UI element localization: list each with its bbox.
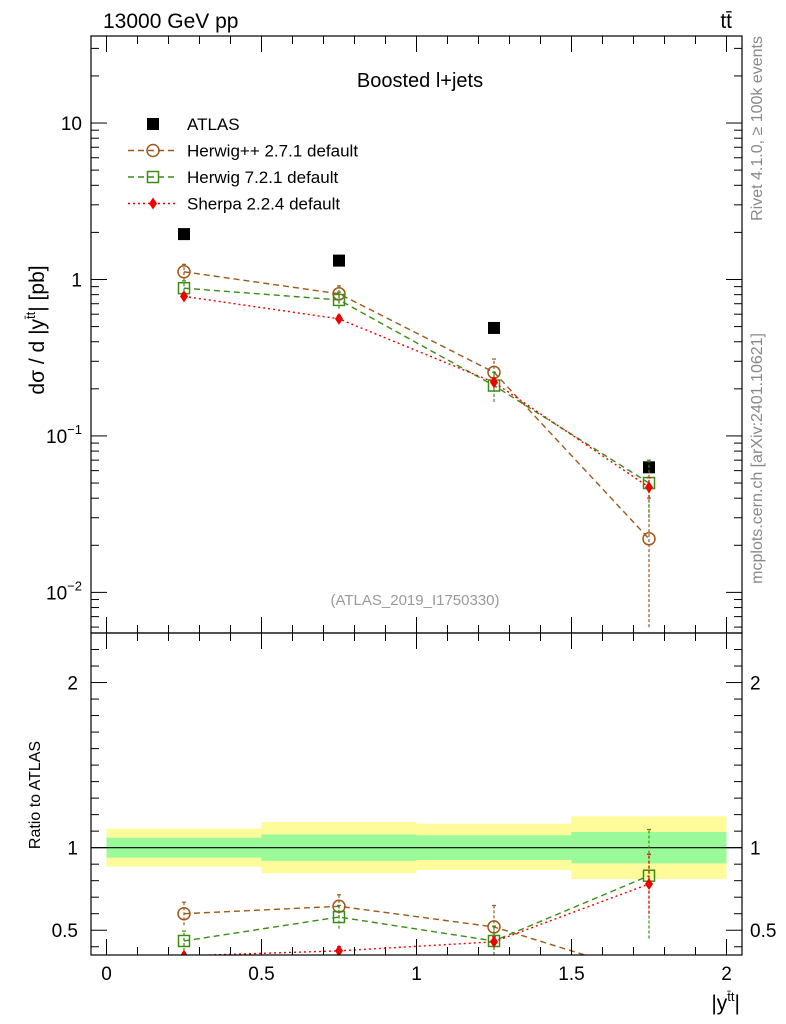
main-panel-series: [177, 228, 656, 628]
x-axis-label: |yt̄t|: [711, 989, 740, 1015]
y-tick-label-base: 10: [46, 427, 67, 448]
legend-marker: [147, 118, 159, 130]
y-axis-label-unit: | [pb]: [26, 265, 49, 311]
data-point: [642, 532, 656, 546]
y-tick-label-exponent: −1: [67, 422, 82, 437]
x-axis-label-end: |: [735, 992, 740, 1015]
series-herwig-2-7-1-default: [177, 894, 588, 955]
legend-item: ATLAS: [147, 115, 240, 134]
legend-marker: [146, 170, 160, 184]
y-tick-label: 10−1: [46, 422, 82, 448]
y-tick-label: 1: [71, 270, 82, 291]
legend-item: Sherpa 2.2.4 default: [128, 195, 340, 214]
legend-item: Herwig 7.2.1 default: [128, 168, 338, 187]
x-axis-label-sup: t̄t: [727, 989, 735, 1004]
data-point: [335, 312, 343, 325]
legend-marker: [146, 143, 160, 158]
ratio-y-axis-label: Ratio to ATLAS: [27, 741, 44, 849]
series-herwig-7-2-1-default: [177, 280, 656, 518]
ratio-panel-ticks: 0.5 0.5 1 1 2 2 0 0.5 1 1.5 2: [52, 632, 776, 985]
legend: ATLAS Herwig++ 2.7.1 default Herwig 7.2.1 …: [128, 115, 358, 214]
series-atlas: [178, 228, 655, 474]
x-tick-label: 2: [721, 964, 732, 985]
rivet-version-label: Rivet 4.1.0, ≥ 100k events: [749, 36, 766, 221]
data-point: [645, 481, 653, 494]
data-point: [180, 290, 188, 303]
legend-marker: [149, 197, 157, 210]
y-tick-label-base: 10: [46, 583, 67, 604]
header-energy-label: 13000 GeV pp: [103, 10, 238, 33]
data-point: [332, 293, 346, 307]
y-axis-label-text: dσ / d |y: [26, 318, 49, 394]
ratio-y-tick-label-right: 0.5: [750, 921, 776, 942]
y-axis-label-sup: t̄t: [23, 311, 38, 319]
data-point: [332, 910, 346, 924]
data-point: [178, 228, 190, 241]
ratio-y-tick-label: 0.5: [52, 921, 78, 942]
series-line: [183, 287, 650, 484]
data-point: [177, 934, 191, 948]
series-line: [183, 295, 650, 488]
y-tick-label-exponent: −2: [67, 578, 82, 593]
svg-text:dσ / d |yt̄t| [pb]: dσ / d |yt̄t| [pb]: [23, 265, 49, 394]
data-point: [490, 935, 498, 948]
series-herwig-2-7-1-default: [177, 263, 656, 628]
ratio-panel-frame: [90, 632, 743, 956]
header-process-label: tt̄: [720, 10, 732, 33]
main-y-axis-label: dσ / d |yt̄t| [pb]: [23, 265, 49, 394]
y-tick-label: 10−2: [46, 578, 82, 604]
series-line: [183, 875, 650, 942]
ratio-uncertainty-bands: [91, 816, 742, 880]
ratio-y-tick-label-right: 2: [750, 674, 761, 695]
data-point: [177, 906, 191, 921]
y-tick-label: 10: [61, 114, 82, 135]
ratio-y-tick-label: 2: [67, 674, 78, 695]
data-point: [645, 877, 653, 890]
series-line: [183, 271, 650, 540]
analysis-id-label: (ATLAS_2019_I1750330): [330, 592, 499, 609]
data-point: [488, 321, 500, 334]
x-tick-label: 1.5: [558, 964, 584, 985]
ratio-y-tick-label: 1: [67, 839, 78, 860]
series-sherpa-2-2-4-default: [180, 853, 653, 955]
legend-label: Herwig 7.2.1 default: [187, 168, 338, 187]
x-axis-label-text: |y: [711, 992, 727, 1015]
y-tick-label-base: 1: [71, 270, 82, 291]
x-tick-label: 0: [101, 964, 112, 985]
legend-label: Sherpa 2.2.4 default: [187, 195, 340, 214]
series-sherpa-2-2-4-default: [180, 290, 653, 499]
mcplots-reference-label: mcplots.cern.ch [arXiv:2401.10621]: [749, 333, 766, 584]
ratio-y-tick-label-right: 1: [750, 839, 761, 860]
legend-label: ATLAS: [187, 115, 240, 134]
legend-label: Herwig++ 2.7.1 default: [187, 142, 358, 161]
legend-item: Herwig++ 2.7.1 default: [128, 142, 358, 161]
x-tick-label: 1: [411, 964, 422, 985]
data-point: [180, 949, 188, 955]
data-point: [335, 944, 343, 955]
y-tick-label-base: 10: [61, 114, 82, 135]
data-point: [177, 265, 191, 279]
data-point: [333, 254, 345, 267]
main-panel-title: Boosted l+jets: [357, 70, 483, 92]
data-point: [490, 376, 498, 389]
x-tick-label: 0.5: [248, 964, 274, 985]
